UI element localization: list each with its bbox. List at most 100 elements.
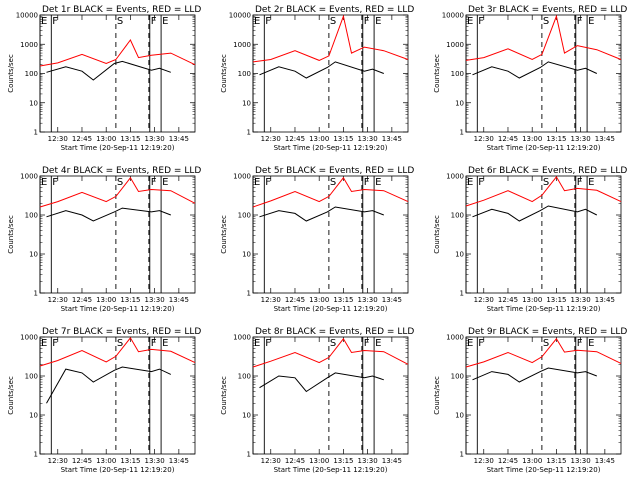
y-tick-label: 10 [455, 99, 464, 107]
x-tick-label: 13:00 [309, 296, 329, 304]
chart-title: Det 4r BLACK = Events, RED = LLD [42, 166, 201, 176]
y-tick-label: 1 [247, 129, 251, 137]
event-marker-label: F [151, 177, 157, 188]
event-marker-label: S [330, 177, 336, 188]
x-tick-label: 13:45 [382, 457, 402, 465]
x-tick-label: 12:45 [72, 296, 92, 304]
event-marker-label: F [52, 177, 58, 188]
x-tick-label: 13:00 [522, 457, 542, 465]
y-tick-label: 100 [25, 212, 38, 220]
event-marker-label: E [375, 177, 381, 188]
y-tick-label: 100 [238, 70, 251, 78]
y-tick-label: 1000 [446, 173, 464, 181]
x-tick-label: 13:45 [382, 296, 402, 304]
y-tick-label: 10 [242, 99, 251, 107]
x-tick-label: 13:15 [333, 457, 353, 465]
x-tick-label: 13:45 [595, 457, 615, 465]
x-tick-label: 13:15 [333, 296, 353, 304]
event-marker-label: F [478, 338, 484, 349]
chart-panel-9: Det 9r BLACK = Events, RED = LLD Counts/s… [433, 327, 627, 474]
series-line-events [46, 207, 171, 222]
event-marker-label: E [467, 177, 473, 188]
event-marker-label: F [151, 338, 157, 349]
x-tick-label: 12:45 [498, 457, 518, 465]
x-tick-label: 13:00 [96, 135, 116, 143]
x-axis-label: Start Time (20-Sep-11 12:19:20) [274, 144, 388, 152]
x-tick-label: 13:15 [546, 296, 566, 304]
x-tick-label: 12:30 [48, 135, 68, 143]
chart-title: Det 1r BLACK = Events, RED = LLD [42, 5, 201, 15]
y-tick-label: 1 [460, 290, 464, 298]
series-line-lld [39, 337, 196, 367]
y-tick-label: 1 [34, 129, 38, 137]
x-tick-label: 13:30 [571, 457, 591, 465]
event-marker-label: E [41, 338, 47, 349]
y-tick-label: 1000 [20, 41, 38, 49]
series-line-events [472, 61, 598, 79]
event-marker-label: E [254, 338, 260, 349]
event-marker-label: E [375, 338, 381, 349]
x-tick-label: 13:30 [145, 135, 165, 143]
x-tick-label: 13:45 [382, 135, 402, 143]
y-axis-label: Counts/sec [220, 376, 228, 415]
y-tick-label: 1000 [20, 173, 38, 181]
series-line-events [259, 372, 384, 393]
event-marker-label: F [52, 16, 58, 27]
y-tick-label: 1000 [233, 334, 251, 342]
x-tick-label: 13:30 [145, 296, 165, 304]
event-marker-label: F [364, 16, 370, 27]
x-tick-label: 13:30 [571, 296, 591, 304]
event-marker-label: F [577, 177, 583, 188]
x-tick-label: 13:45 [169, 296, 189, 304]
event-marker-label: E [467, 16, 473, 27]
x-tick-label: 13:15 [546, 135, 566, 143]
event-marker-label: F [577, 16, 583, 27]
x-tick-label: 13:15 [120, 135, 140, 143]
x-tick-label: 13:45 [595, 135, 615, 143]
series-line-events [259, 206, 384, 222]
x-tick-label: 13:00 [309, 135, 329, 143]
y-tick-label: 1000 [233, 173, 251, 181]
event-marker-label: E [467, 338, 473, 349]
chart-panel-6: Det 6r BLACK = Events, RED = LLD Counts/s… [433, 166, 627, 313]
event-marker-label: E [588, 338, 594, 349]
x-tick-label: 13:30 [358, 135, 378, 143]
event-marker-label: S [117, 16, 123, 27]
event-marker-label: S [543, 177, 549, 188]
y-axis-label: Counts/sec [7, 215, 15, 254]
event-marker-label: F [265, 338, 271, 349]
y-tick-label: 100 [451, 70, 464, 78]
x-axis-label: Start Time (20-Sep-11 12:19:20) [487, 305, 601, 313]
event-marker-label: E [162, 16, 168, 27]
x-tick-label: 13:00 [522, 296, 542, 304]
series-line-lld [465, 14, 622, 61]
chart-title: Det 5r BLACK = Events, RED = LLD [255, 166, 414, 176]
chart-title: Det 6r BLACK = Events, RED = LLD [468, 166, 627, 176]
x-axis-label: Start Time (20-Sep-11 12:19:20) [274, 305, 388, 313]
y-axis-label: Counts/sec [433, 376, 441, 415]
series-line-lld [252, 14, 409, 63]
x-axis-label: Start Time (20-Sep-11 12:19:20) [61, 144, 175, 152]
chart-title: Det 2r BLACK = Events, RED = LLD [255, 5, 414, 15]
y-tick-label: 1 [460, 129, 464, 137]
y-tick-label: 100 [25, 373, 38, 381]
y-axis-label: Counts/sec [7, 54, 15, 93]
chart-title: Det 3r BLACK = Events, RED = LLD [468, 5, 627, 15]
y-axis-label: Counts/sec [433, 215, 441, 254]
x-tick-label: 13:15 [333, 135, 353, 143]
x-tick-label: 13:00 [309, 457, 329, 465]
event-marker-label: E [375, 16, 381, 27]
y-tick-label: 10000 [229, 12, 251, 20]
event-marker-label: F [265, 16, 271, 27]
series-line-lld [39, 39, 196, 67]
y-tick-label: 10 [242, 251, 251, 259]
x-tick-label: 13:15 [546, 457, 566, 465]
y-tick-label: 10 [29, 251, 38, 259]
y-axis-label: Counts/sec [433, 54, 441, 93]
chart-title: Det 9r BLACK = Events, RED = LLD [468, 327, 627, 337]
y-tick-label: 1000 [446, 334, 464, 342]
series-line-lld [252, 337, 409, 368]
series-line-lld [39, 176, 196, 208]
y-tick-label: 1000 [233, 41, 251, 49]
